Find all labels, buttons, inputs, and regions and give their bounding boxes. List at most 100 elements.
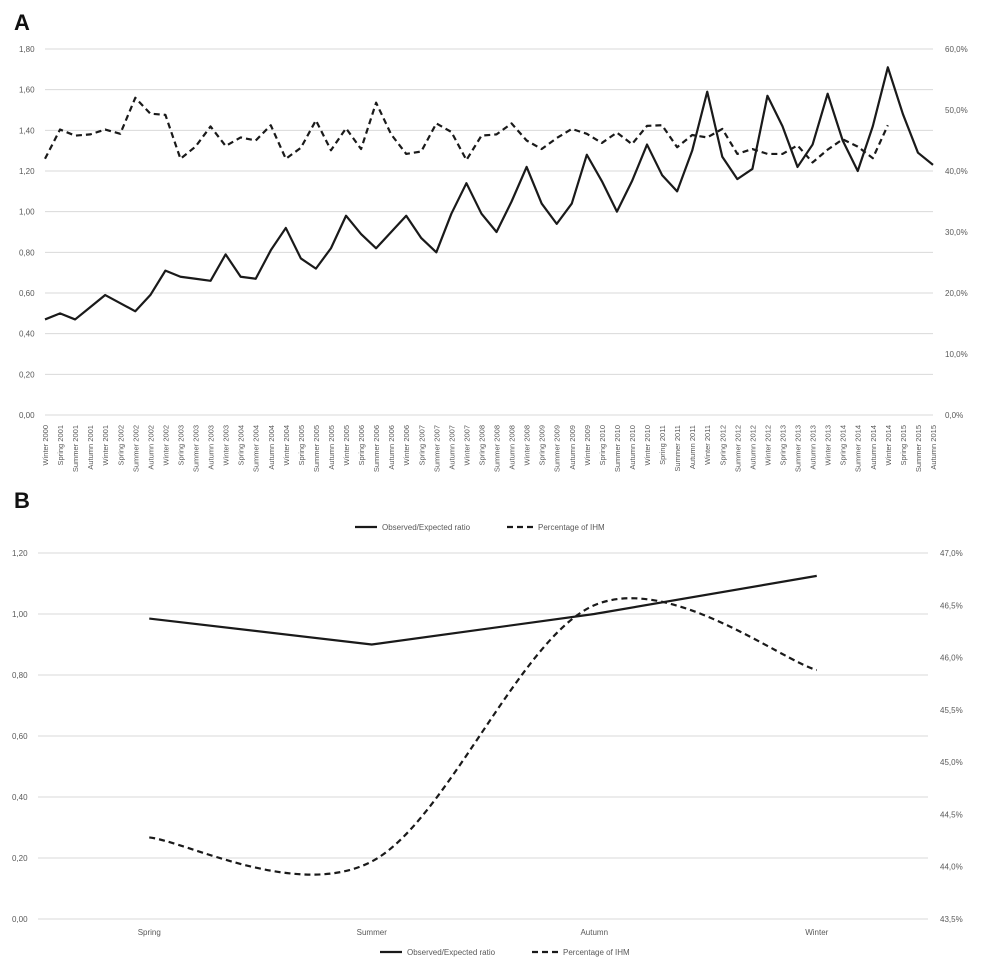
- x-tick-label: Summer 2011: [673, 425, 682, 472]
- y-right-tick-label: 46,0%: [940, 654, 963, 663]
- y-right-tick-label: 44,5%: [940, 810, 963, 819]
- x-tick-label: Summer 2014: [854, 425, 863, 472]
- x-tick-label: Winter 2013: [824, 425, 833, 465]
- series-percentage-ihm-line: [44, 96, 889, 164]
- y-left-tick-label: 0,20: [19, 370, 35, 379]
- y-right-tick-label: 45,0%: [940, 758, 963, 767]
- y-left-tick-label: 1,40: [19, 126, 35, 135]
- x-tick-label: Summer 2015: [914, 425, 923, 472]
- x-tick-label: Winter 2009: [583, 425, 592, 465]
- x-tick-label: Spring 2013: [778, 425, 787, 465]
- x-tick-label: Autumn 2015: [929, 425, 938, 470]
- x-tick-label: Autumn 2012: [748, 425, 757, 470]
- x-tick-label: Winter 2006: [402, 425, 411, 465]
- x-tick-label: Winter 2010: [643, 425, 652, 465]
- x-tick-label: Summer 2001: [71, 425, 80, 472]
- y-left-tick-label: 1,60: [19, 86, 35, 95]
- panel-b-label: B: [14, 488, 30, 513]
- y-right-tick-label: 60,0%: [945, 45, 968, 54]
- x-tick-label: Autumn 2010: [628, 425, 637, 470]
- x-tick-label: Autumn 2014: [869, 425, 878, 470]
- x-tick-label: Spring 2002: [116, 425, 125, 465]
- series-observed-expected-line: [149, 574, 817, 646]
- chart-panel-b: 0,00 0,20 0,40 0,60 0,80 1,00 1,20 43,5% 44,0% 44…: [12, 549, 963, 937]
- x-tick-label: Summer 2002: [131, 425, 140, 472]
- x-tick-label: Winter 2008: [523, 425, 532, 465]
- x-tick-label: Spring 2011: [658, 425, 667, 465]
- y-right-tick-label: 0,0%: [945, 411, 963, 420]
- y-right-tick-label: 20,0%: [945, 289, 968, 298]
- x-tick-label: Winter: [805, 928, 828, 937]
- x-tick-label: Winter 2000: [41, 425, 50, 465]
- x-tick-label: Autumn 2009: [568, 425, 577, 470]
- y-left-tick-label: 0,80: [12, 671, 28, 680]
- legend-solid-label: Observed/Expected ratio: [407, 948, 496, 957]
- x-tick-label: Spring 2001: [56, 425, 65, 465]
- x-tick-label: Summer 2013: [794, 425, 803, 472]
- x-tick-label: Winter 2007: [462, 425, 471, 465]
- x-tick-label: Summer 2007: [432, 425, 441, 472]
- y-left-tick-label: 0,40: [12, 793, 28, 802]
- y-left-tick-label: 0,00: [12, 915, 28, 924]
- x-tick-label: Autumn 2007: [447, 425, 456, 470]
- x-tick-label: Winter 2012: [763, 425, 772, 465]
- x-tick-label: Summer 2003: [192, 425, 201, 472]
- x-tick-label: Spring 2010: [598, 425, 607, 465]
- x-tick-label: Winter 2004: [282, 425, 291, 465]
- y-left-tick-label: 0,40: [19, 330, 35, 339]
- y-left-tick-label: 1,80: [19, 45, 35, 54]
- x-tick-label: Summer 2006: [372, 425, 381, 472]
- legend-solid-label: Observed/Expected ratio: [382, 523, 471, 532]
- y-left-tick-label: 0,60: [19, 289, 35, 298]
- x-tick-label: Spring 2003: [176, 425, 185, 465]
- y-left-tick-label: 0,20: [12, 854, 28, 863]
- y-right-tick-label: 10,0%: [945, 350, 968, 359]
- x-tick-label: Autumn: [580, 928, 608, 937]
- y-left-tick-label: 0,00: [19, 411, 35, 420]
- x-tick-label: Winter 2005: [342, 425, 351, 465]
- x-tick-label: Summer 2012: [733, 425, 742, 472]
- series-percentage-ihm-line: [149, 597, 818, 876]
- x-tick-label: Summer 2009: [553, 425, 562, 472]
- x-tick-label: Spring 2008: [477, 425, 486, 465]
- x-tick-label: Spring 2009: [538, 425, 547, 465]
- y-right-tick-label: 45,5%: [940, 706, 963, 715]
- series-observed-expected-line: [44, 66, 934, 321]
- x-tick-label: Spring 2007: [417, 425, 426, 465]
- legend-dashed-label: Percentage of IHM: [563, 948, 630, 957]
- panel-a-label: A: [14, 10, 30, 35]
- y-right-tick-label: 40,0%: [945, 167, 968, 176]
- x-tick-label: Summer 2004: [252, 425, 261, 472]
- x-tick-label: Winter 2003: [222, 425, 231, 465]
- x-tick-label: Autumn 2001: [86, 425, 95, 470]
- x-tick-label: Autumn 2005: [327, 425, 336, 470]
- x-tick-label: Spring 2006: [357, 425, 366, 465]
- y-left-tick-label: 0,80: [19, 248, 35, 257]
- y-left-tick-label: 1,20: [19, 167, 35, 176]
- y-right-tick-label: 30,0%: [945, 228, 968, 237]
- x-tick-label: Summer 2010: [613, 425, 622, 472]
- x-tick-label: Spring 2004: [237, 425, 246, 465]
- y-right-tick-label: 44,0%: [940, 863, 963, 872]
- x-tick-label: Autumn 2006: [387, 425, 396, 470]
- x-tick-label: Winter 2002: [161, 425, 170, 465]
- x-tick-label: Spring 2012: [718, 425, 727, 465]
- x-tick-label: Autumn 2008: [508, 425, 517, 470]
- x-tick-label: Spring 2014: [839, 425, 848, 465]
- y-left-tick-label: 1,00: [19, 208, 35, 217]
- x-tick-label: Winter 2011: [703, 425, 712, 465]
- x-tick-label: Winter 2001: [101, 425, 110, 465]
- x-tick-label: Spring 2015: [899, 425, 908, 465]
- x-tick-label: Summer 2005: [312, 425, 321, 472]
- y-right-tick-label: 46,5%: [940, 601, 963, 610]
- x-tick-label: Autumn 2011: [688, 425, 697, 469]
- x-tick-label: Summer: [357, 928, 388, 937]
- x-tick-label: Summer 2008: [493, 425, 502, 472]
- legend-dashed-label: Percentage of IHM: [538, 523, 605, 532]
- y-right-tick-label: 43,5%: [940, 915, 963, 924]
- legend-panel-b: Observed/Expected ratio Percentage of IHM: [380, 948, 630, 957]
- legend-panel-a: Observed/Expected ratio Percentage of IHM: [355, 523, 605, 532]
- y-left-tick-label: 0,60: [12, 732, 28, 741]
- y-right-tick-label: 47,0%: [940, 549, 963, 558]
